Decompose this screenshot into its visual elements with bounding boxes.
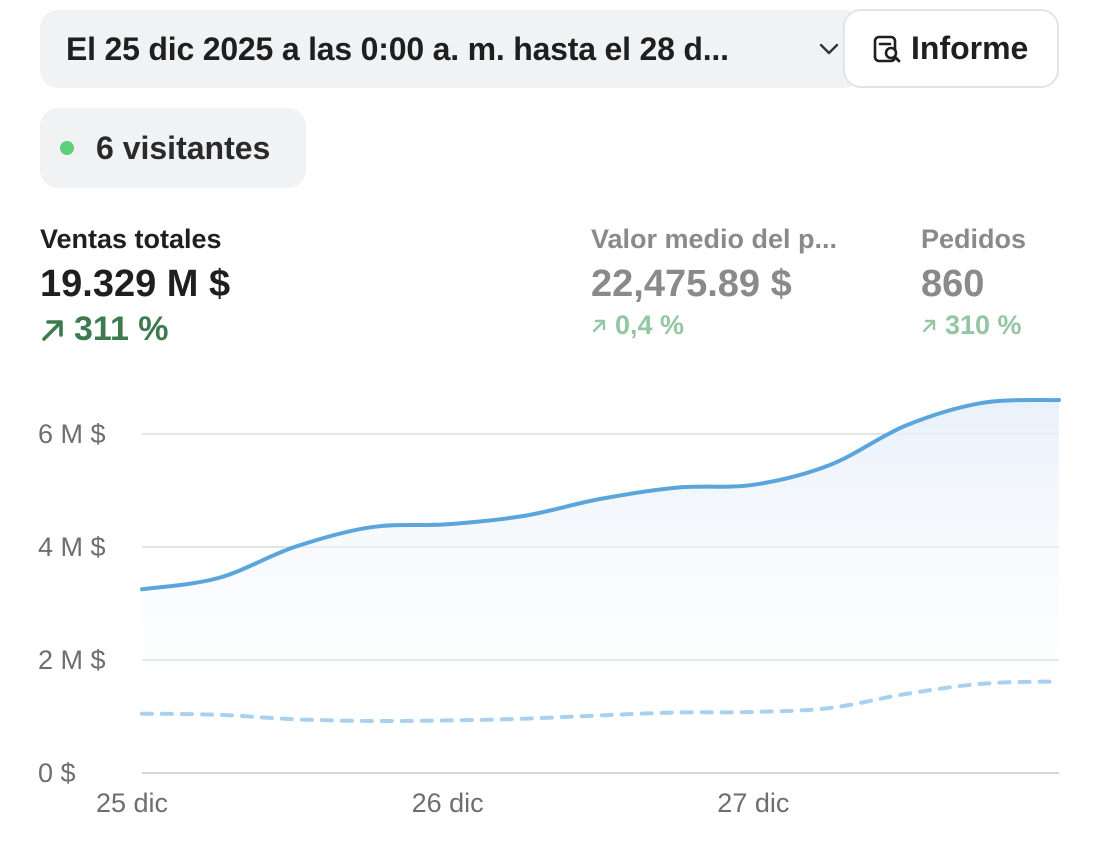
metric-change: 310 % (921, 310, 1026, 341)
series-area-fill (142, 399, 1059, 773)
y-tick-label: 0 $ (38, 758, 76, 788)
metric-value: 22,475.89 $ (591, 263, 792, 305)
metric-orders[interactable]: Pedidos 860 310 % (921, 224, 1026, 341)
date-range-selector[interactable]: El 25 dic 2025 a las 0:00 a. m. hasta el… (40, 10, 862, 88)
report-search-icon (873, 35, 901, 62)
visitors-label: 6 visitantes (96, 129, 271, 166)
y-tick-label: 2 M $ (38, 645, 106, 675)
x-tick-label: 27 dic (717, 788, 789, 818)
metric-value: 19.329 M $ (40, 263, 231, 305)
arrow-up-right-icon (922, 319, 936, 332)
report-label: Informe (911, 30, 1029, 66)
metric-label: Ventas totales (40, 224, 222, 254)
x-tick-label: 26 dic (412, 788, 484, 818)
metric-change: 311 % (40, 310, 230, 349)
x-tick-label: 25 dic (96, 788, 168, 818)
metric-average-order-value[interactable]: Valor medio del p... 22,475.89 $ 0,4 % (591, 224, 837, 341)
series-line-comparison (140, 679, 1061, 724)
visitors-badge[interactable]: 6 visitantes (40, 108, 306, 188)
y-tick-label: 6 M $ (38, 419, 106, 449)
metric-value: 860 (921, 263, 985, 305)
metric-total-sales[interactable]: Ventas totales 19.329 M $ 311 % (40, 224, 230, 349)
metric-label: Pedidos (921, 224, 1027, 254)
metric-change-value: 311 % (74, 310, 169, 348)
live-dot (60, 141, 74, 155)
chevron-down-icon (819, 43, 839, 55)
metric-change: 0,4 % (591, 310, 837, 341)
arrow-up-right-icon (592, 319, 606, 332)
y-tick-label: 4 M $ (38, 532, 106, 562)
metric-change-value: 0,4 % (615, 310, 685, 340)
series-line-current (140, 397, 1061, 592)
report-button[interactable]: Informe (843, 9, 1059, 88)
metric-label: Valor medio del p... (591, 224, 838, 254)
metric-change-value: 310 % (945, 310, 1022, 340)
arrow-up-right-icon (42, 319, 63, 341)
date-range-label: El 25 dic 2025 a las 0:00 a. m. hasta el… (66, 30, 729, 67)
